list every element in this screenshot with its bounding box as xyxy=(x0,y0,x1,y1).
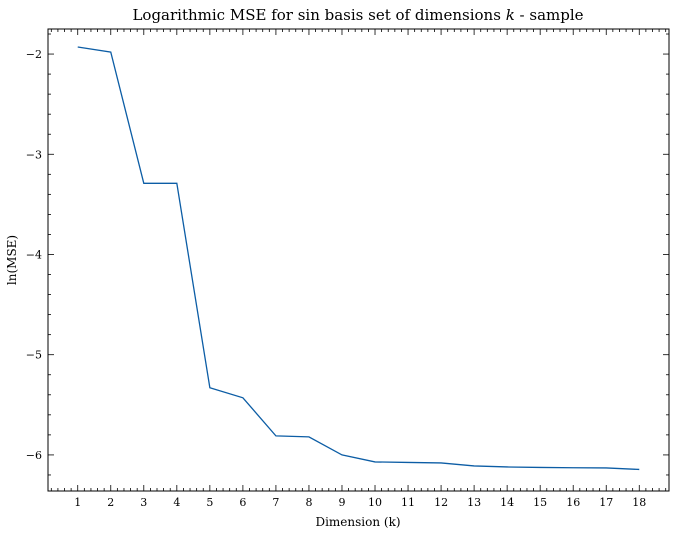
series-line-ln-mse xyxy=(77,46,640,471)
x-tick-label: 5 xyxy=(206,496,213,509)
x-tick-label: 7 xyxy=(272,496,279,509)
x-tick-label: 14 xyxy=(500,496,514,509)
x-tick-label: 3 xyxy=(140,496,147,509)
y-tick-label: −4 xyxy=(26,248,42,261)
x-tick-label: 16 xyxy=(566,496,580,509)
x-tick-label: 12 xyxy=(434,496,448,509)
x-tick-label: 4 xyxy=(173,496,180,509)
x-tick-label: 15 xyxy=(533,496,547,509)
plot-frame xyxy=(47,28,670,492)
x-tick-label: 6 xyxy=(239,496,246,509)
title-prefix: Logarithmic MSE for sin basis set of dim… xyxy=(132,6,505,24)
y-axis-label: ln(MSE) xyxy=(5,235,19,285)
y-tick-label: −3 xyxy=(26,148,42,161)
chart-title: Logarithmic MSE for sin basis set of dim… xyxy=(132,6,583,24)
y-tick-label: −6 xyxy=(26,449,42,462)
x-tick-label: 18 xyxy=(632,496,646,509)
y-tick-label: −5 xyxy=(26,349,42,362)
x-tick-label: 1 xyxy=(74,496,81,509)
ticks xyxy=(48,29,669,491)
x-tick-label: 11 xyxy=(401,496,415,509)
x-tick-label: 17 xyxy=(599,496,613,509)
title-variable: k xyxy=(506,6,515,24)
x-axis-label: Dimension (k) xyxy=(315,515,400,529)
x-tick-label: 9 xyxy=(338,496,345,509)
tick-labels: 1 2 3 4 5 6 7 8 9 10 11 12 13 14 15 16 17 18−6−5−4−3−2 xyxy=(26,48,646,509)
x-tick-label: 13 xyxy=(467,496,481,509)
x-tick-label: 10 xyxy=(368,496,382,509)
x-tick-label: 2 xyxy=(107,496,114,509)
title-suffix: - sample xyxy=(515,6,584,24)
y-tick-label: −2 xyxy=(26,48,42,61)
x-tick-label: 8 xyxy=(305,496,312,509)
